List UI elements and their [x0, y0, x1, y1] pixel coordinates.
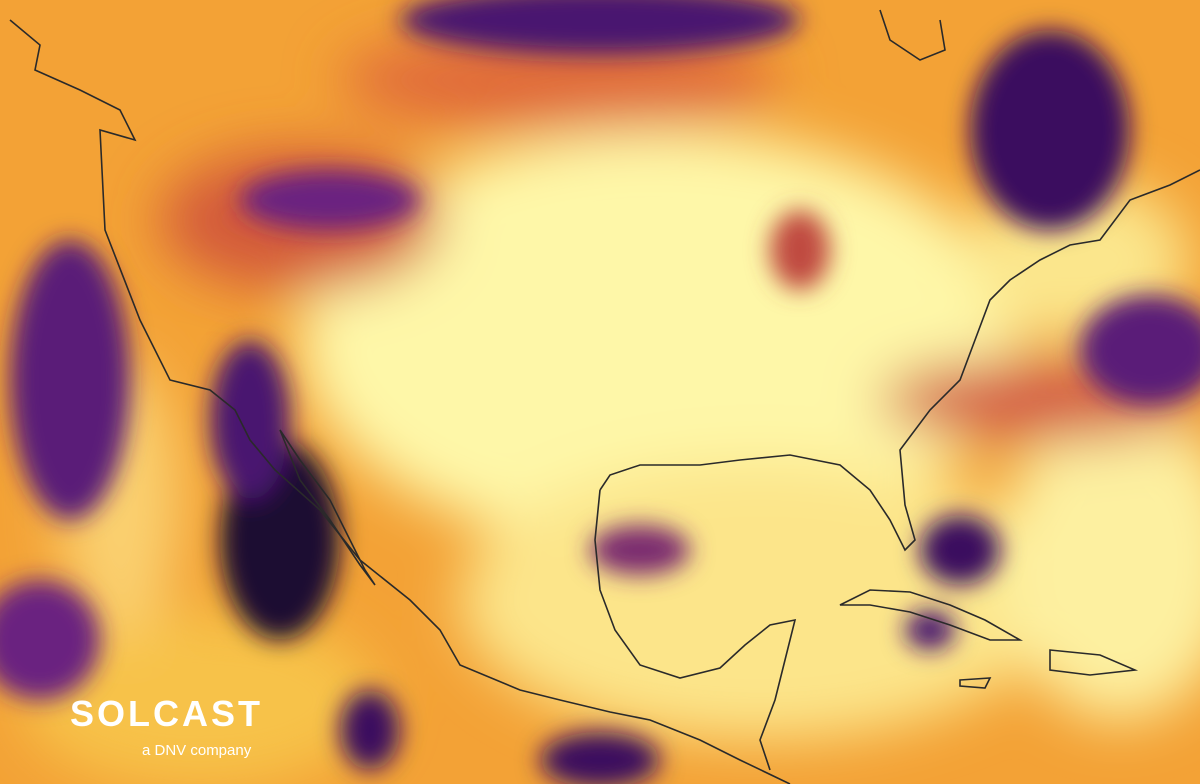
hispaniola [1049, 649, 1139, 676]
logo-tagline: a DNV company [142, 742, 252, 759]
logo: SOLCAST a DNV company [70, 693, 263, 759]
gulf-east-coastline [599, 169, 1200, 552]
baja-peninsula [279, 429, 376, 586]
gulf-west-coastline [594, 489, 797, 771]
logo-name: SOLCAST [70, 693, 263, 734]
west-coastline [9, 19, 791, 784]
coastlines [9, 9, 1200, 784]
cuba [839, 589, 1024, 641]
jamaica [959, 677, 992, 689]
hudson-bay [879, 9, 946, 61]
